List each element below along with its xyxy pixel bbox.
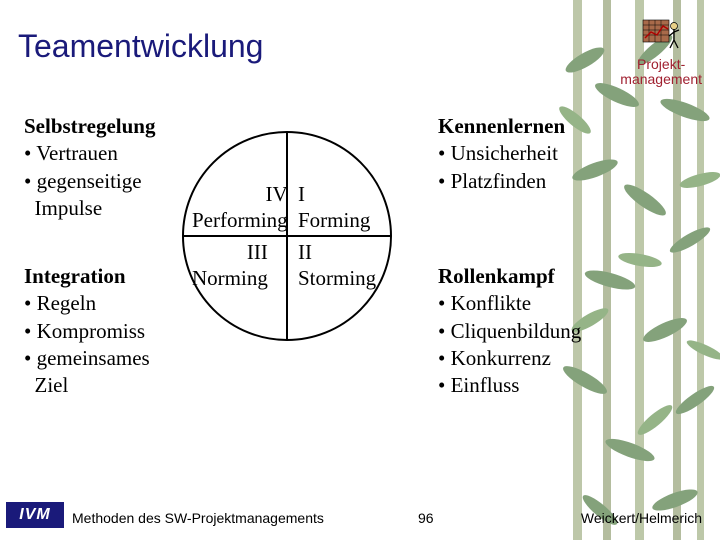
bullet: • Regeln — [24, 290, 194, 317]
header-logo: Projekt- management — [620, 18, 702, 88]
heading-kennenlernen: Kennenlernen — [438, 113, 613, 140]
bullet: • Vertrauen — [24, 140, 194, 167]
block-kennenlernen: Kennenlernen • Unsicherheit • Platzfinde… — [438, 113, 613, 195]
footer-authors: Weickert/Helmerich — [581, 510, 702, 526]
block-selbstregelung: Selbstregelung • Vertrauen • gegenseitig… — [24, 113, 194, 222]
quadrant-norming: III Norming — [192, 239, 268, 292]
bullet: • Cliquenbildung — [438, 318, 613, 345]
chart-person-icon — [641, 18, 681, 50]
bullet: • Konflikte — [438, 290, 613, 317]
phase-circle: IV Performing I Forming III Norming II S… — [182, 131, 392, 341]
heading-integration: Integration — [24, 263, 194, 290]
block-rollenkampf: Rollenkampf • Konflikte • Cliquenbildung… — [438, 263, 613, 399]
bullet: Impulse — [24, 195, 194, 222]
bullet: • gemeinsames — [24, 345, 194, 372]
footer: IVM Methoden des SW-Projektmanagements 9… — [0, 496, 720, 526]
bullet: • gegenseitige — [24, 168, 194, 195]
footer-left-text: Methoden des SW-Projektmanagements — [72, 510, 324, 526]
heading-rollenkampf: Rollenkampf — [438, 263, 613, 290]
logo-line1: Projekt- — [637, 56, 685, 72]
bullet: • Kompromiss — [24, 318, 194, 345]
bullet: • Einfluss — [438, 372, 613, 399]
quadrant-forming: I Forming — [298, 181, 370, 234]
bullet: • Konkurrenz — [438, 345, 613, 372]
quadrant-performing: IV Performing — [192, 181, 288, 234]
heading-selbstregelung: Selbstregelung — [24, 113, 194, 140]
block-integration: Integration • Regeln • Kompromiss • geme… — [24, 263, 194, 399]
quadrant-storming: II Storming — [298, 239, 376, 292]
page-title: Teamentwicklung — [18, 28, 263, 65]
bullet: • Unsicherheit — [438, 140, 613, 167]
footer-page-number: 96 — [418, 510, 434, 526]
bullet: • Platzfinden — [438, 168, 613, 195]
bullet: Ziel — [24, 372, 194, 399]
logo-line2: management — [620, 71, 702, 87]
footer-logo: IVM — [6, 502, 64, 528]
diagram-area: Selbstregelung • Vertrauen • gegenseitig… — [0, 95, 720, 475]
